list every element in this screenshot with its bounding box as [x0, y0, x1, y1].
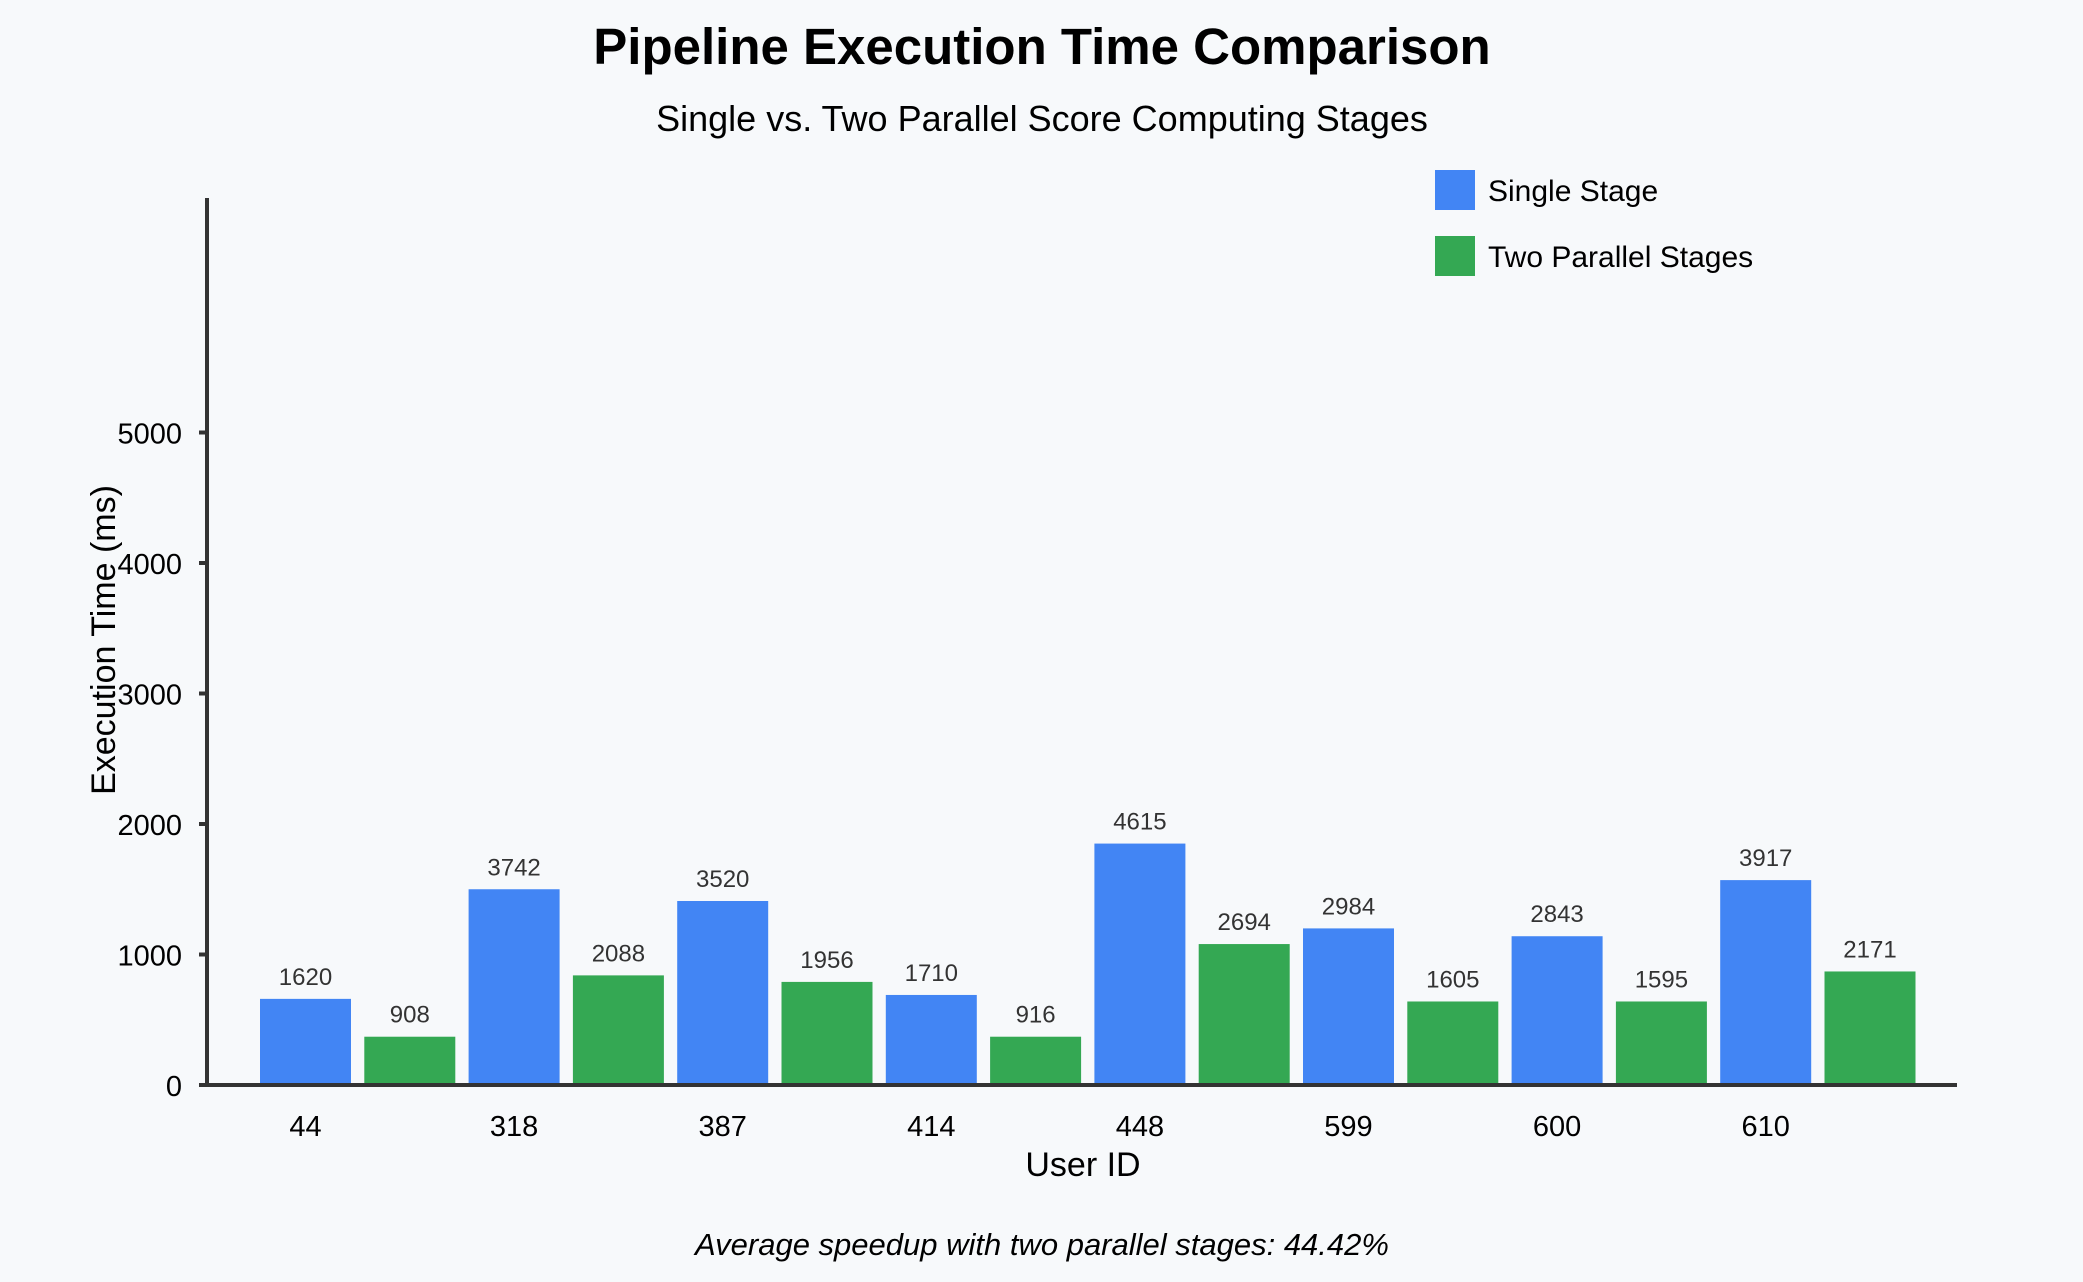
legend-swatch — [1435, 236, 1475, 276]
x-tick-label: 600 — [1533, 1111, 1581, 1143]
bar-single-44 — [260, 998, 351, 1085]
bar-single-600 — [1511, 936, 1603, 1085]
bar-value-label: 2843 — [1530, 901, 1583, 928]
bar-single-318 — [468, 889, 560, 1085]
bar-value-label: 916 — [1016, 1002, 1056, 1029]
y-tick-label: 2000 — [117, 810, 182, 842]
y-axis-ticks: 0 1000 2000 3000 4000 5000 — [117, 419, 207, 1103]
bar-value-label: 4615 — [1113, 809, 1166, 836]
bar-single-599 — [1303, 928, 1394, 1085]
bar-parallel-599 — [1407, 1001, 1499, 1085]
bar-single-610 — [1720, 880, 1812, 1085]
bar-value-label: 2088 — [592, 940, 645, 967]
x-axis-label: User ID — [1025, 1146, 1140, 1184]
x-axis-ticks: 44 318 387 414 448 599 600 610 — [289, 1111, 1790, 1143]
bar-parallel-600 — [1615, 1001, 1707, 1085]
legend: Single Stage Two Parallel Stages — [1435, 170, 1753, 276]
bar-value-label: 2694 — [1218, 909, 1271, 936]
bar-value-label: 1605 — [1426, 966, 1479, 993]
bars-group — [260, 843, 1916, 1085]
x-tick-label: 318 — [490, 1111, 538, 1143]
legend-label: Two Parallel Stages — [1488, 241, 1753, 274]
bar-single-414 — [885, 994, 977, 1085]
chart-subtitle: Single vs. Two Parallel Score Computing … — [656, 98, 1428, 139]
y-tick-label: 4000 — [117, 549, 182, 581]
x-tick-label: 387 — [699, 1111, 747, 1143]
x-tick-label: 44 — [289, 1111, 321, 1143]
legend-swatch — [1435, 170, 1475, 210]
bar-parallel-610 — [1824, 971, 1916, 1085]
bar-parallel-387 — [781, 981, 873, 1085]
y-axis-label: Execution Time (ms) — [85, 485, 123, 795]
legend-label: Single Stage — [1488, 175, 1658, 208]
bar-parallel-44 — [364, 1036, 456, 1085]
bar-parallel-448 — [1198, 944, 1290, 1085]
bar-value-label: 2171 — [1843, 936, 1896, 963]
y-tick-label: 5000 — [117, 419, 182, 451]
bar-parallel-414 — [990, 1036, 1082, 1085]
x-tick-label: 610 — [1742, 1111, 1790, 1143]
y-tick-label: 0 — [166, 1071, 182, 1103]
x-tick-label: 414 — [907, 1111, 955, 1143]
x-tick-label: 599 — [1324, 1111, 1372, 1143]
bar-value-label: 3520 — [696, 866, 749, 893]
bar-value-label: 1595 — [1635, 966, 1688, 993]
bar-parallel-318 — [572, 975, 664, 1085]
bar-value-label: 3742 — [487, 854, 540, 881]
speedup-footnote: Average speedup with two parallel stages… — [693, 1227, 1389, 1262]
bar-single-387 — [677, 900, 769, 1085]
y-tick-label: 1000 — [117, 941, 182, 973]
bar-value-label: 908 — [390, 1002, 430, 1029]
bar-value-label: 2984 — [1322, 893, 1375, 920]
x-tick-label: 448 — [1116, 1111, 1164, 1143]
bar-value-label: 1620 — [279, 964, 332, 991]
bar-value-label: 3917 — [1739, 845, 1792, 872]
bar-single-448 — [1094, 843, 1186, 1085]
y-tick-label: 3000 — [117, 680, 182, 712]
bar-value-labels: 1620 3742 3520 1710 4615 2984 2843 3917 908 2088 1… — [279, 809, 1897, 1029]
bar-value-label: 1710 — [905, 960, 958, 987]
bar-value-label: 1956 — [800, 947, 853, 974]
chart-title: Pipeline Execution Time Comparison — [593, 18, 1490, 75]
